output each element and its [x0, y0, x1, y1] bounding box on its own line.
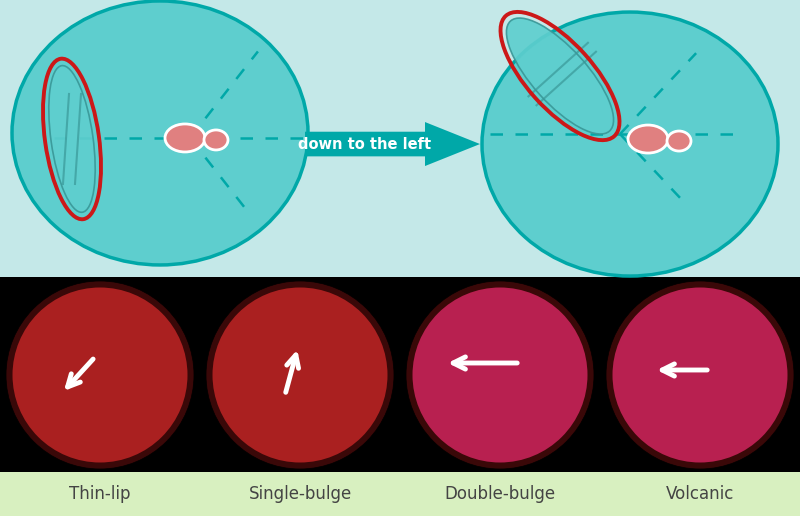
Ellipse shape — [628, 125, 668, 153]
Text: Single-bulge: Single-bulge — [248, 485, 352, 503]
Ellipse shape — [406, 281, 594, 469]
Ellipse shape — [204, 130, 228, 150]
Ellipse shape — [613, 287, 787, 462]
Text: Double-bulge: Double-bulge — [445, 485, 555, 503]
Bar — [0, 277, 800, 472]
Ellipse shape — [667, 131, 691, 151]
Ellipse shape — [206, 281, 394, 469]
Ellipse shape — [506, 18, 614, 134]
Text: down to the left: down to the left — [298, 137, 431, 152]
Ellipse shape — [12, 1, 308, 265]
Ellipse shape — [49, 66, 95, 212]
Text: Volcanic: Volcanic — [666, 485, 734, 503]
Ellipse shape — [13, 287, 187, 462]
Ellipse shape — [165, 124, 205, 152]
Ellipse shape — [213, 287, 387, 462]
Ellipse shape — [413, 287, 587, 462]
Ellipse shape — [482, 12, 778, 276]
Bar — [0, 472, 800, 516]
Bar — [0, 0, 800, 246]
Text: Thin-lip: Thin-lip — [70, 485, 130, 503]
Ellipse shape — [606, 281, 794, 469]
Ellipse shape — [6, 281, 194, 469]
Polygon shape — [305, 122, 480, 166]
